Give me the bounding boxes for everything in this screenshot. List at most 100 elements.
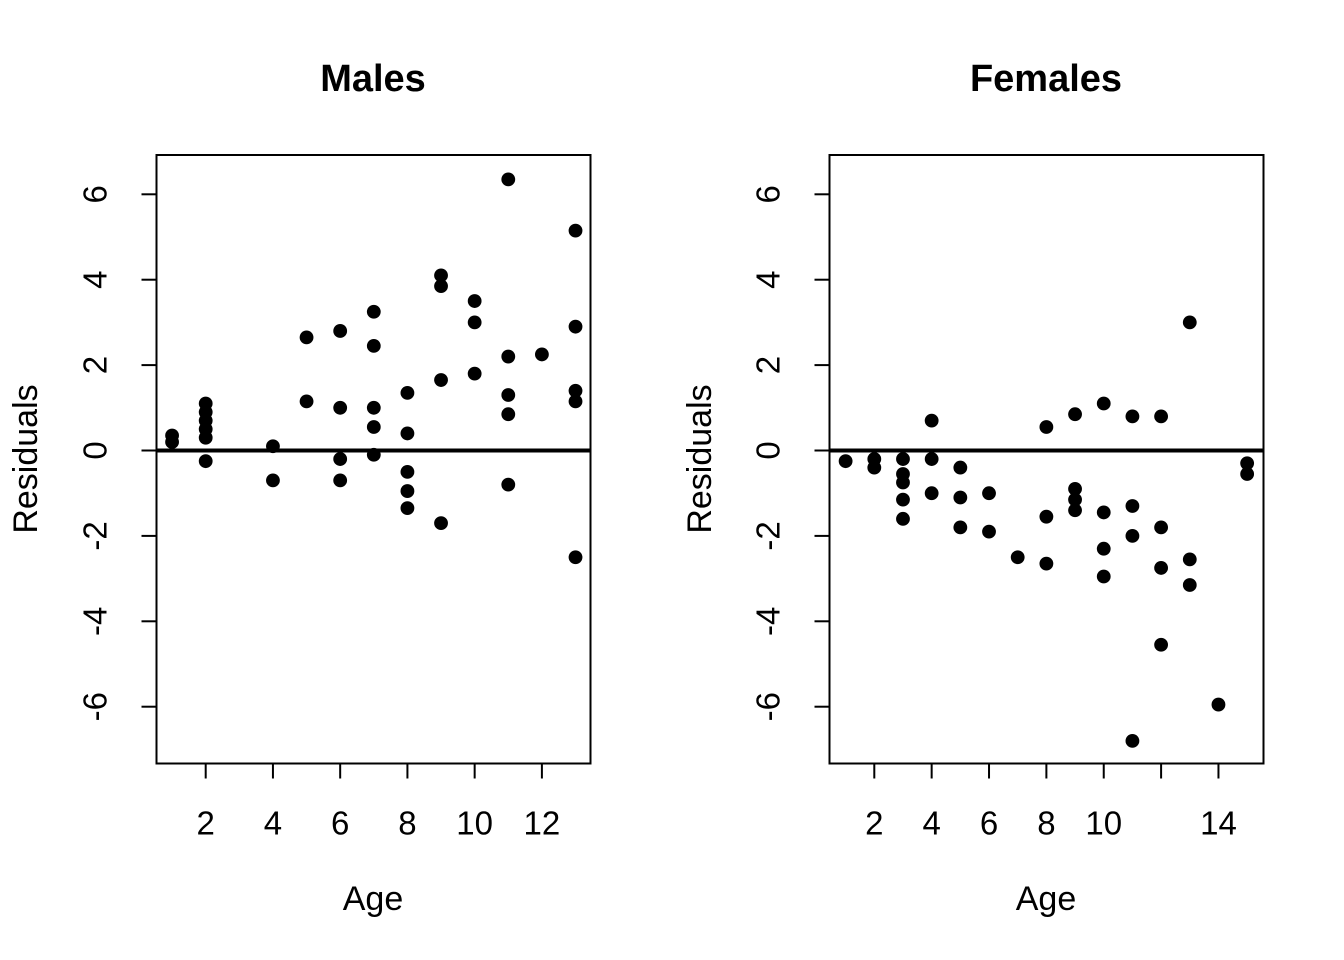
- x-axis-label-males: Age: [342, 880, 404, 918]
- data-point: [982, 524, 996, 539]
- data-point: [1068, 407, 1082, 422]
- data-point: [1154, 409, 1168, 424]
- x-tick-label: 6: [331, 805, 349, 842]
- data-point: [924, 413, 939, 428]
- data-point: [1182, 578, 1197, 592]
- data-point: [400, 501, 415, 516]
- data-point: [366, 304, 381, 319]
- data-point: [1125, 499, 1140, 513]
- data-point: [1096, 396, 1111, 411]
- data-point: [333, 473, 348, 488]
- data-point: [1182, 552, 1197, 567]
- data-point: [434, 373, 448, 387]
- x-tick-label: 8: [1037, 805, 1055, 842]
- data-point: [924, 486, 939, 501]
- data-point: [501, 388, 516, 402]
- data-point: [333, 324, 348, 338]
- data-point: [467, 366, 482, 381]
- data-point: [400, 464, 415, 479]
- data-point: [535, 347, 549, 362]
- data-point: [953, 520, 968, 535]
- data-point: [953, 460, 968, 475]
- data-point: [1154, 520, 1168, 535]
- data-point: [434, 279, 448, 294]
- x-tick-label: 6: [980, 805, 998, 842]
- x-tick-label: 4: [264, 805, 282, 842]
- data-point: [896, 492, 910, 507]
- data-point: [568, 223, 583, 238]
- data-point: [198, 454, 213, 469]
- panel-title-males: Males: [320, 58, 426, 100]
- x-tick-label: 2: [197, 805, 215, 842]
- data-point: [400, 484, 415, 498]
- data-point: [1240, 456, 1255, 471]
- data-point: [501, 172, 516, 187]
- data-point: [366, 420, 381, 434]
- panel-title-females: Females: [969, 58, 1123, 100]
- data-point: [896, 452, 910, 466]
- data-point: [896, 511, 910, 526]
- data-point: [467, 315, 482, 330]
- data-point: [434, 268, 448, 283]
- x-tick-label: 8: [398, 805, 416, 842]
- y-tick-label: 2: [750, 356, 787, 374]
- data-point: [266, 439, 280, 454]
- y-tick-label: 2: [77, 356, 114, 374]
- data-point: [434, 516, 448, 530]
- plot-box: [828, 154, 1265, 765]
- data-point: [1068, 482, 1082, 496]
- y-tick-label: -6: [77, 692, 114, 721]
- x-tick-label: 14: [1200, 805, 1237, 842]
- y-tick-label: -2: [750, 521, 787, 550]
- data-point: [366, 447, 381, 462]
- data-point: [1182, 315, 1197, 330]
- data-point: [1039, 420, 1054, 434]
- data-point: [400, 426, 415, 441]
- data-point: [838, 454, 853, 469]
- data-point: [366, 400, 381, 415]
- data-point: [1068, 503, 1082, 518]
- data-point: [982, 486, 996, 501]
- data-point: [896, 475, 910, 490]
- data-point: [1154, 637, 1168, 652]
- y-axis-label-males: Residuals: [7, 384, 45, 534]
- data-point: [568, 383, 583, 398]
- x-axis-label-females: Age: [1015, 880, 1077, 918]
- plot-box: [155, 154, 592, 765]
- y-axis-label-females: Residuals: [681, 384, 719, 534]
- data-point: [1096, 569, 1111, 584]
- x-tick-label: 10: [456, 805, 493, 842]
- data-point: [299, 330, 314, 345]
- data-point: [1039, 509, 1054, 524]
- data-point: [165, 435, 179, 449]
- data-point: [198, 430, 213, 445]
- data-point: [400, 385, 415, 400]
- data-point: [1068, 492, 1082, 507]
- data-point: [1039, 556, 1054, 571]
- y-tick-label: -6: [750, 692, 787, 721]
- x-tick-label: 4: [922, 805, 940, 842]
- data-point: [467, 294, 482, 308]
- data-point: [501, 477, 516, 492]
- y-tick-label: 4: [750, 271, 787, 289]
- y-tick-label: 6: [77, 185, 114, 203]
- y-tick-label: 0: [77, 441, 114, 459]
- data-point: [1154, 561, 1168, 575]
- data-point: [1010, 550, 1025, 565]
- x-tick-label: 10: [1085, 805, 1122, 842]
- data-point: [266, 473, 280, 488]
- data-point: [568, 394, 583, 409]
- x-tick-label: 12: [524, 805, 561, 842]
- y-tick-label: 0: [750, 441, 787, 459]
- y-tick-label: -2: [77, 521, 114, 550]
- data-point: [501, 349, 516, 364]
- data-point: [953, 490, 968, 505]
- data-point: [568, 319, 583, 334]
- data-point: [568, 550, 583, 565]
- data-point: [366, 338, 381, 353]
- y-tick-label: 6: [750, 185, 787, 203]
- data-point: [1125, 409, 1140, 424]
- y-tick-label: 4: [77, 271, 114, 289]
- data-point: [1211, 697, 1226, 712]
